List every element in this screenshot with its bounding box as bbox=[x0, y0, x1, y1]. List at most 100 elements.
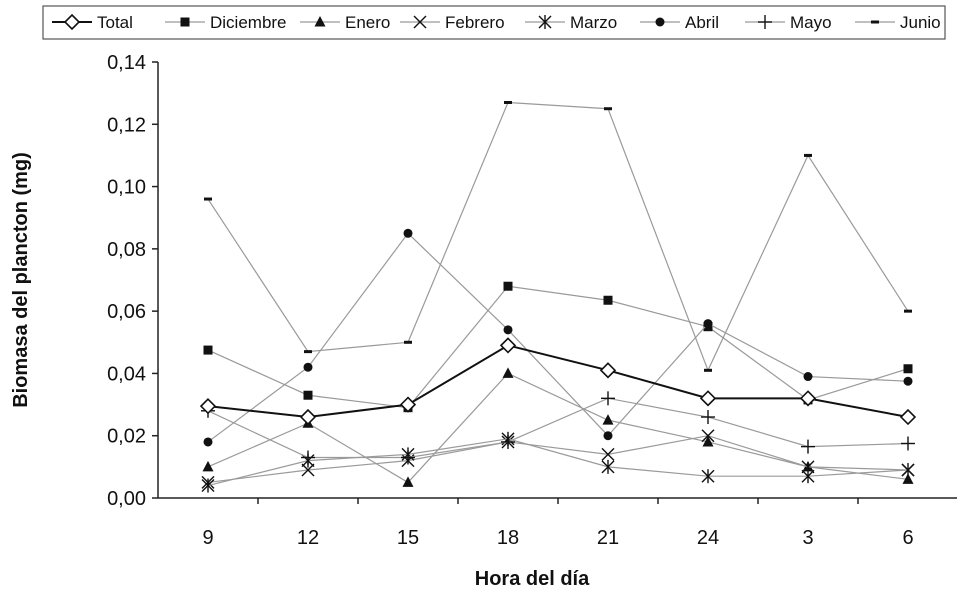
y-tick-label: 0,02 bbox=[107, 426, 146, 448]
y-tick-label: 0,12 bbox=[107, 114, 146, 136]
point-circle bbox=[203, 437, 213, 447]
point-x bbox=[801, 460, 815, 474]
x-tick-label: 9 bbox=[202, 527, 213, 549]
x-tick-label: 21 bbox=[597, 527, 619, 549]
y-tick-label: 0,04 bbox=[107, 363, 146, 385]
point-triangle bbox=[402, 476, 414, 487]
series-total bbox=[199, 337, 917, 426]
series-line bbox=[207, 285, 909, 409]
point-circle bbox=[403, 228, 413, 238]
point-dash bbox=[871, 20, 879, 24]
series-line bbox=[207, 101, 909, 372]
point-square bbox=[303, 390, 313, 400]
point-triangle bbox=[202, 460, 214, 472]
x-tick-label: 12 bbox=[297, 527, 319, 549]
point-diamond bbox=[63, 13, 81, 31]
y-tick-label: 0,08 bbox=[107, 239, 146, 261]
point-square bbox=[603, 295, 613, 305]
point-plus bbox=[758, 15, 772, 29]
point-dash bbox=[604, 107, 612, 111]
x-tick-label: 15 bbox=[397, 527, 419, 549]
point-diamond bbox=[299, 408, 317, 426]
point-circle bbox=[903, 376, 913, 386]
point-plus bbox=[301, 450, 315, 465]
x-axis-title: Hora del día bbox=[475, 568, 590, 590]
point-asterisk bbox=[701, 469, 715, 484]
point-square bbox=[503, 281, 513, 291]
legend-item-total: Total bbox=[52, 13, 133, 32]
series-line bbox=[207, 232, 909, 443]
point-plus bbox=[401, 450, 415, 465]
point-plus bbox=[701, 410, 715, 425]
legend-label: Total bbox=[97, 13, 133, 32]
y-ticks: 0,00 0,02 0,04 0,06 0,08 0,10 0,12 0,14 bbox=[107, 52, 158, 510]
series-junio bbox=[204, 100, 912, 372]
point-triangle bbox=[602, 414, 614, 425]
y-tick-label: 0,14 bbox=[107, 52, 146, 74]
point-triangle bbox=[502, 367, 514, 378]
point-dash bbox=[204, 197, 212, 201]
point-square bbox=[180, 17, 190, 27]
point-dash bbox=[404, 340, 412, 344]
legend-label: Junio bbox=[900, 13, 941, 32]
legend-item-abril: Abril bbox=[640, 13, 719, 32]
point-circle bbox=[503, 325, 513, 335]
point-circle bbox=[603, 431, 613, 441]
point-asterisk bbox=[901, 462, 915, 477]
point-circle bbox=[655, 17, 665, 27]
point-diamond bbox=[499, 337, 517, 354]
point-asterisk bbox=[801, 469, 815, 484]
point-diamond bbox=[799, 390, 817, 407]
point-circle bbox=[303, 362, 313, 372]
y-tick-label: 0,00 bbox=[107, 488, 146, 510]
point-circle bbox=[803, 372, 813, 382]
point-triangle bbox=[902, 473, 914, 484]
point-triangle bbox=[702, 435, 714, 447]
x-tick-label: 24 bbox=[697, 527, 719, 549]
axes bbox=[157, 62, 957, 499]
point-x bbox=[413, 15, 427, 29]
legend-item-junio: Junio bbox=[855, 13, 941, 32]
point-circle bbox=[703, 319, 713, 329]
x-tick-label: 3 bbox=[802, 527, 813, 549]
series-line bbox=[207, 344, 909, 419]
point-diamond bbox=[599, 362, 617, 379]
legend-item-marzo: Marzo bbox=[525, 13, 617, 32]
series-abril bbox=[203, 228, 913, 447]
x-tick-label: 6 bbox=[902, 527, 913, 549]
x-tick-label: 18 bbox=[497, 527, 519, 549]
series-line bbox=[207, 372, 909, 484]
y-axis-title: Biomasa del plancton (mg) bbox=[10, 152, 32, 408]
legend-label: Febrero bbox=[445, 13, 505, 32]
series-line bbox=[207, 435, 909, 484]
legend-item-enero: Enero bbox=[300, 13, 390, 32]
legend-item-diciembre: Diciembre bbox=[165, 13, 287, 32]
point-plus bbox=[901, 436, 915, 451]
point-asterisk bbox=[538, 15, 552, 29]
series-mayo bbox=[201, 391, 915, 465]
y-tick-label: 0,10 bbox=[107, 177, 146, 199]
legend-label: Abril bbox=[685, 13, 719, 32]
point-square bbox=[903, 364, 913, 374]
point-square bbox=[203, 345, 213, 355]
point-plus bbox=[801, 439, 815, 454]
legend-item-mayo: Mayo bbox=[745, 13, 832, 32]
point-dash bbox=[304, 350, 312, 354]
series-layer bbox=[199, 100, 917, 493]
point-x bbox=[301, 463, 315, 477]
series-line bbox=[207, 397, 909, 459]
legend-item-febrero: Febrero bbox=[400, 13, 505, 32]
point-dash bbox=[904, 309, 912, 313]
legend-label: Marzo bbox=[570, 13, 617, 32]
legend: Total Diciembre Enero Febrero Marzo Abril Mayo… bbox=[42, 5, 946, 40]
legend-label: Diciembre bbox=[210, 13, 287, 32]
point-diamond bbox=[899, 408, 917, 426]
series-line bbox=[207, 438, 909, 487]
point-dash bbox=[504, 100, 512, 104]
series-marzo bbox=[201, 431, 915, 493]
point-asterisk bbox=[201, 478, 215, 493]
point-diamond bbox=[699, 390, 717, 407]
point-triangle bbox=[314, 16, 326, 27]
point-asterisk bbox=[601, 459, 615, 474]
